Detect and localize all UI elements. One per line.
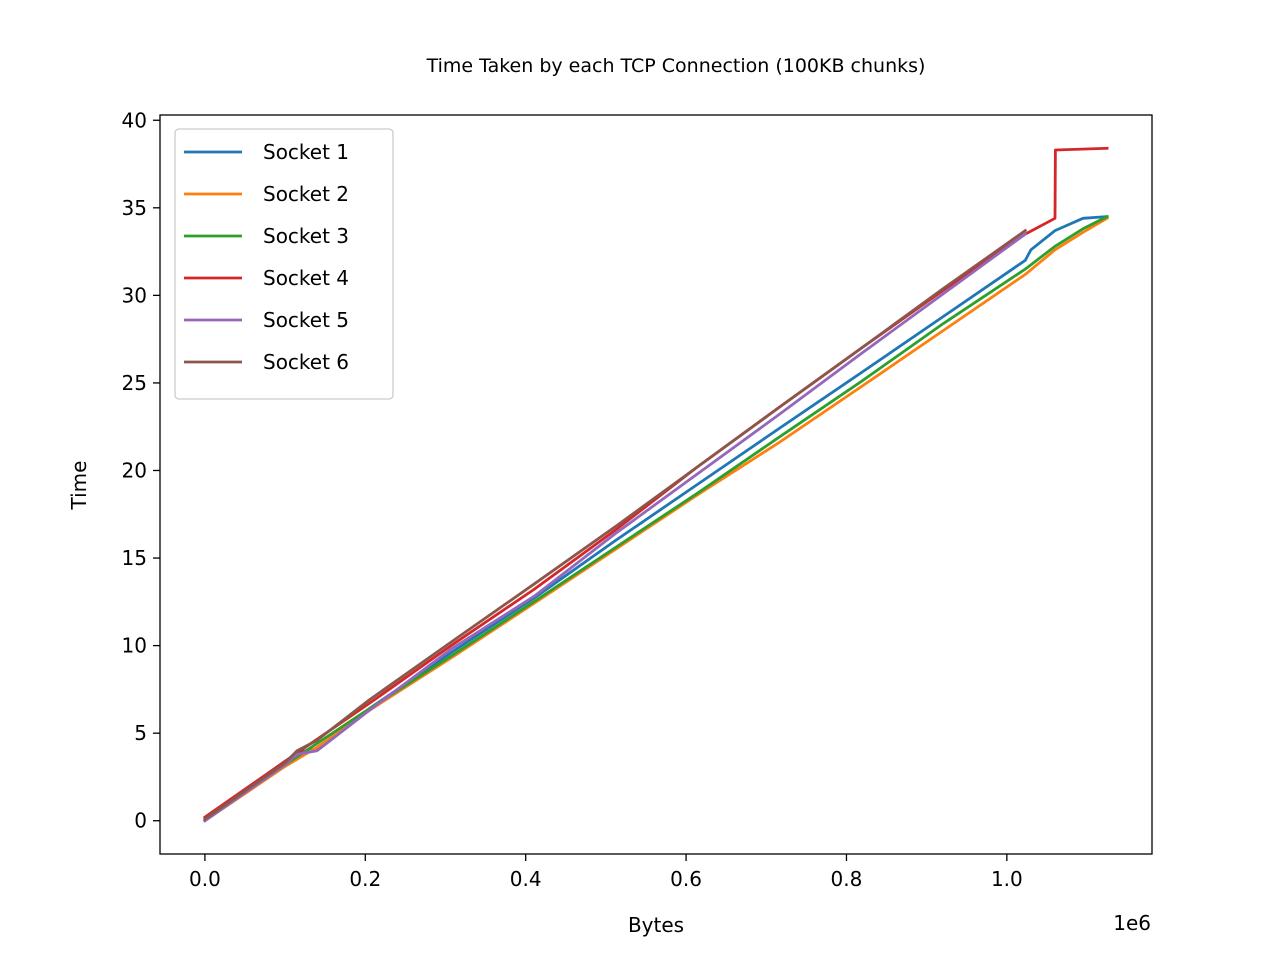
x-tick-label: 0.6 (670, 867, 702, 891)
legend-label-socket-4: Socket 4 (263, 266, 349, 290)
legend-label-socket-6: Socket 6 (263, 350, 349, 374)
x-axis: 0.0 0.2 0.4 0.6 0.8 1.0 (189, 854, 1023, 891)
plot-frame (159, 114, 1153, 855)
legend-label-socket-1: Socket 1 (263, 140, 349, 164)
legend-label-socket-2: Socket 2 (263, 182, 349, 206)
plot-lines (202, 146, 1110, 823)
legend: Socket 1 Socket 2 Socket 3 Socket 4 Socket 5… (174, 128, 394, 400)
y-tick-label: 30 (122, 283, 147, 307)
legend-label-socket-5: Socket 5 (263, 308, 349, 332)
legend-box (174, 128, 394, 400)
y-axis-label: Time (67, 461, 91, 511)
chart-title: Time Taken by each TCP Connection (100KB… (426, 55, 926, 77)
series-line-socket-2 (202, 216, 1110, 823)
y-tick-label: 20 (122, 458, 147, 482)
x-axis-label: Bytes (628, 913, 684, 937)
x-axis-offset-label: 1e6 (1113, 911, 1151, 935)
x-tick-label: 0.8 (831, 867, 863, 891)
series-line-socket-6 (202, 228, 1028, 821)
y-tick-label: 0 (134, 809, 147, 833)
x-tick-label: 0.4 (510, 867, 542, 891)
y-tick-label: 25 (122, 371, 147, 395)
y-tick-label: 15 (122, 546, 147, 570)
x-tick-label: 0.0 (189, 867, 221, 891)
y-tick-label: 35 (122, 196, 147, 220)
y-tick-label: 5 (134, 721, 147, 745)
series-line-socket-5 (202, 232, 1028, 823)
legend-label-socket-3: Socket 3 (263, 224, 349, 248)
y-tick-label: 40 (122, 108, 147, 132)
y-axis: 0 5 10 15 20 25 30 35 40 (122, 108, 160, 833)
x-tick-label: 0.2 (349, 867, 381, 891)
x-tick-label: 1.0 (991, 867, 1023, 891)
y-tick-label: 10 (122, 634, 147, 658)
